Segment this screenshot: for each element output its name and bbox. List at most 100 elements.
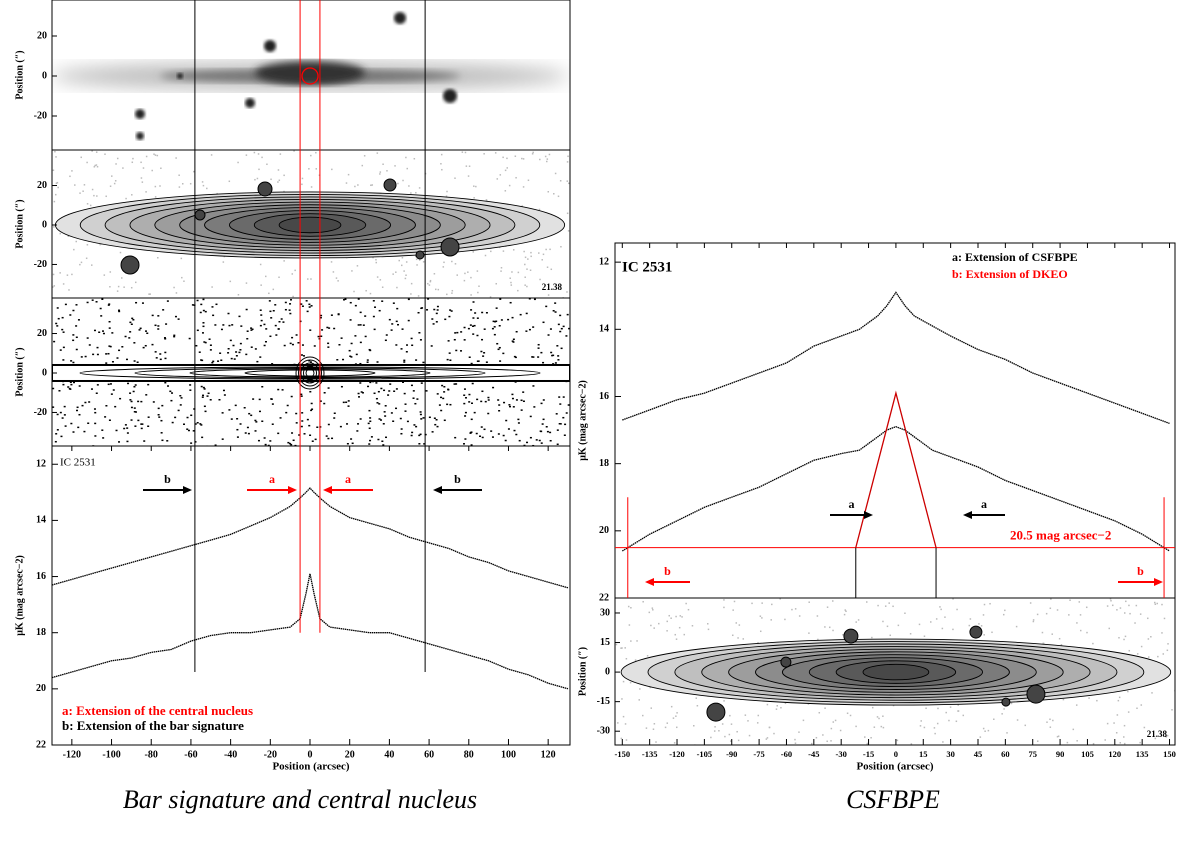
noise [377, 438, 380, 441]
noise [617, 722, 619, 724]
noise [250, 329, 253, 331]
noise [357, 298, 360, 300]
noise [871, 706, 874, 709]
noise [370, 436, 373, 438]
noise [412, 390, 415, 392]
noise [380, 387, 383, 390]
noise [264, 340, 267, 343]
noise [405, 261, 408, 263]
noise [435, 288, 437, 291]
noise [230, 418, 233, 420]
noise [139, 327, 142, 330]
noise [192, 430, 195, 432]
noise [882, 620, 884, 623]
noise [310, 361, 313, 363]
noise [381, 440, 384, 443]
noise [270, 317, 273, 319]
noise [397, 182, 399, 185]
legend-text: b: Extension of DKEO [952, 267, 1068, 281]
noise [530, 251, 532, 254]
noise [194, 441, 197, 443]
noise [333, 412, 336, 415]
noise [178, 186, 181, 188]
noise [81, 404, 84, 407]
noise [59, 232, 62, 235]
noise [317, 335, 320, 338]
noise [481, 338, 484, 341]
noise [62, 359, 65, 361]
noise [542, 361, 545, 364]
noise [237, 294, 240, 296]
noise [465, 165, 468, 167]
star-contour [383, 178, 397, 192]
noise [566, 212, 569, 215]
noise [264, 275, 267, 278]
noise [124, 335, 127, 338]
star-contour [415, 250, 425, 260]
noise [495, 320, 498, 323]
noise [359, 324, 362, 326]
noise [89, 204, 92, 207]
noise [121, 346, 124, 348]
noise [289, 342, 292, 345]
noise [446, 293, 448, 296]
noise [190, 414, 193, 417]
x-tick-label: -90 [726, 749, 737, 759]
noise [227, 312, 230, 315]
noise [315, 151, 317, 154]
noise [413, 157, 416, 160]
noise [207, 392, 210, 395]
x-tick-label: 15 [919, 749, 928, 759]
noise [295, 334, 298, 336]
noise [204, 310, 207, 313]
noise [1045, 612, 1048, 615]
noise [320, 335, 323, 338]
noise [455, 349, 458, 352]
noise [290, 443, 293, 446]
noise [542, 253, 545, 256]
noise [395, 344, 398, 346]
noise [114, 180, 117, 182]
noise [238, 315, 241, 318]
arrow-head [433, 486, 442, 494]
noise [410, 192, 412, 194]
noise [1143, 726, 1146, 729]
noise [983, 634, 985, 636]
noise [826, 740, 828, 743]
y-tick-label: 20 [36, 683, 46, 694]
noise [484, 254, 487, 257]
y-axis-label: μK (mag arcsec−2) [577, 380, 588, 461]
noise [1157, 655, 1159, 658]
noise [558, 423, 561, 425]
noise [321, 329, 324, 331]
noise [94, 422, 97, 425]
noise [991, 631, 993, 634]
noise [290, 395, 293, 398]
noise [566, 291, 568, 293]
noise [116, 290, 119, 292]
x-tick-label: -75 [753, 749, 764, 759]
noise [442, 397, 445, 400]
noise [368, 348, 371, 351]
noise [375, 261, 378, 264]
noise [230, 357, 233, 360]
noise [54, 193, 57, 196]
noise [263, 323, 266, 326]
noise [291, 273, 294, 275]
noise [499, 174, 502, 176]
noise [157, 407, 160, 410]
noise [91, 264, 93, 266]
noise [144, 330, 147, 332]
noise [307, 278, 309, 280]
noise [462, 443, 465, 445]
noise [212, 314, 215, 317]
noise [164, 351, 167, 354]
noise [942, 741, 944, 743]
noise [1123, 724, 1126, 727]
x-tick-label: -120 [669, 749, 685, 759]
noise [415, 425, 418, 428]
noise [108, 320, 111, 323]
noise [310, 402, 313, 405]
noise [147, 425, 150, 428]
noise [454, 436, 457, 439]
